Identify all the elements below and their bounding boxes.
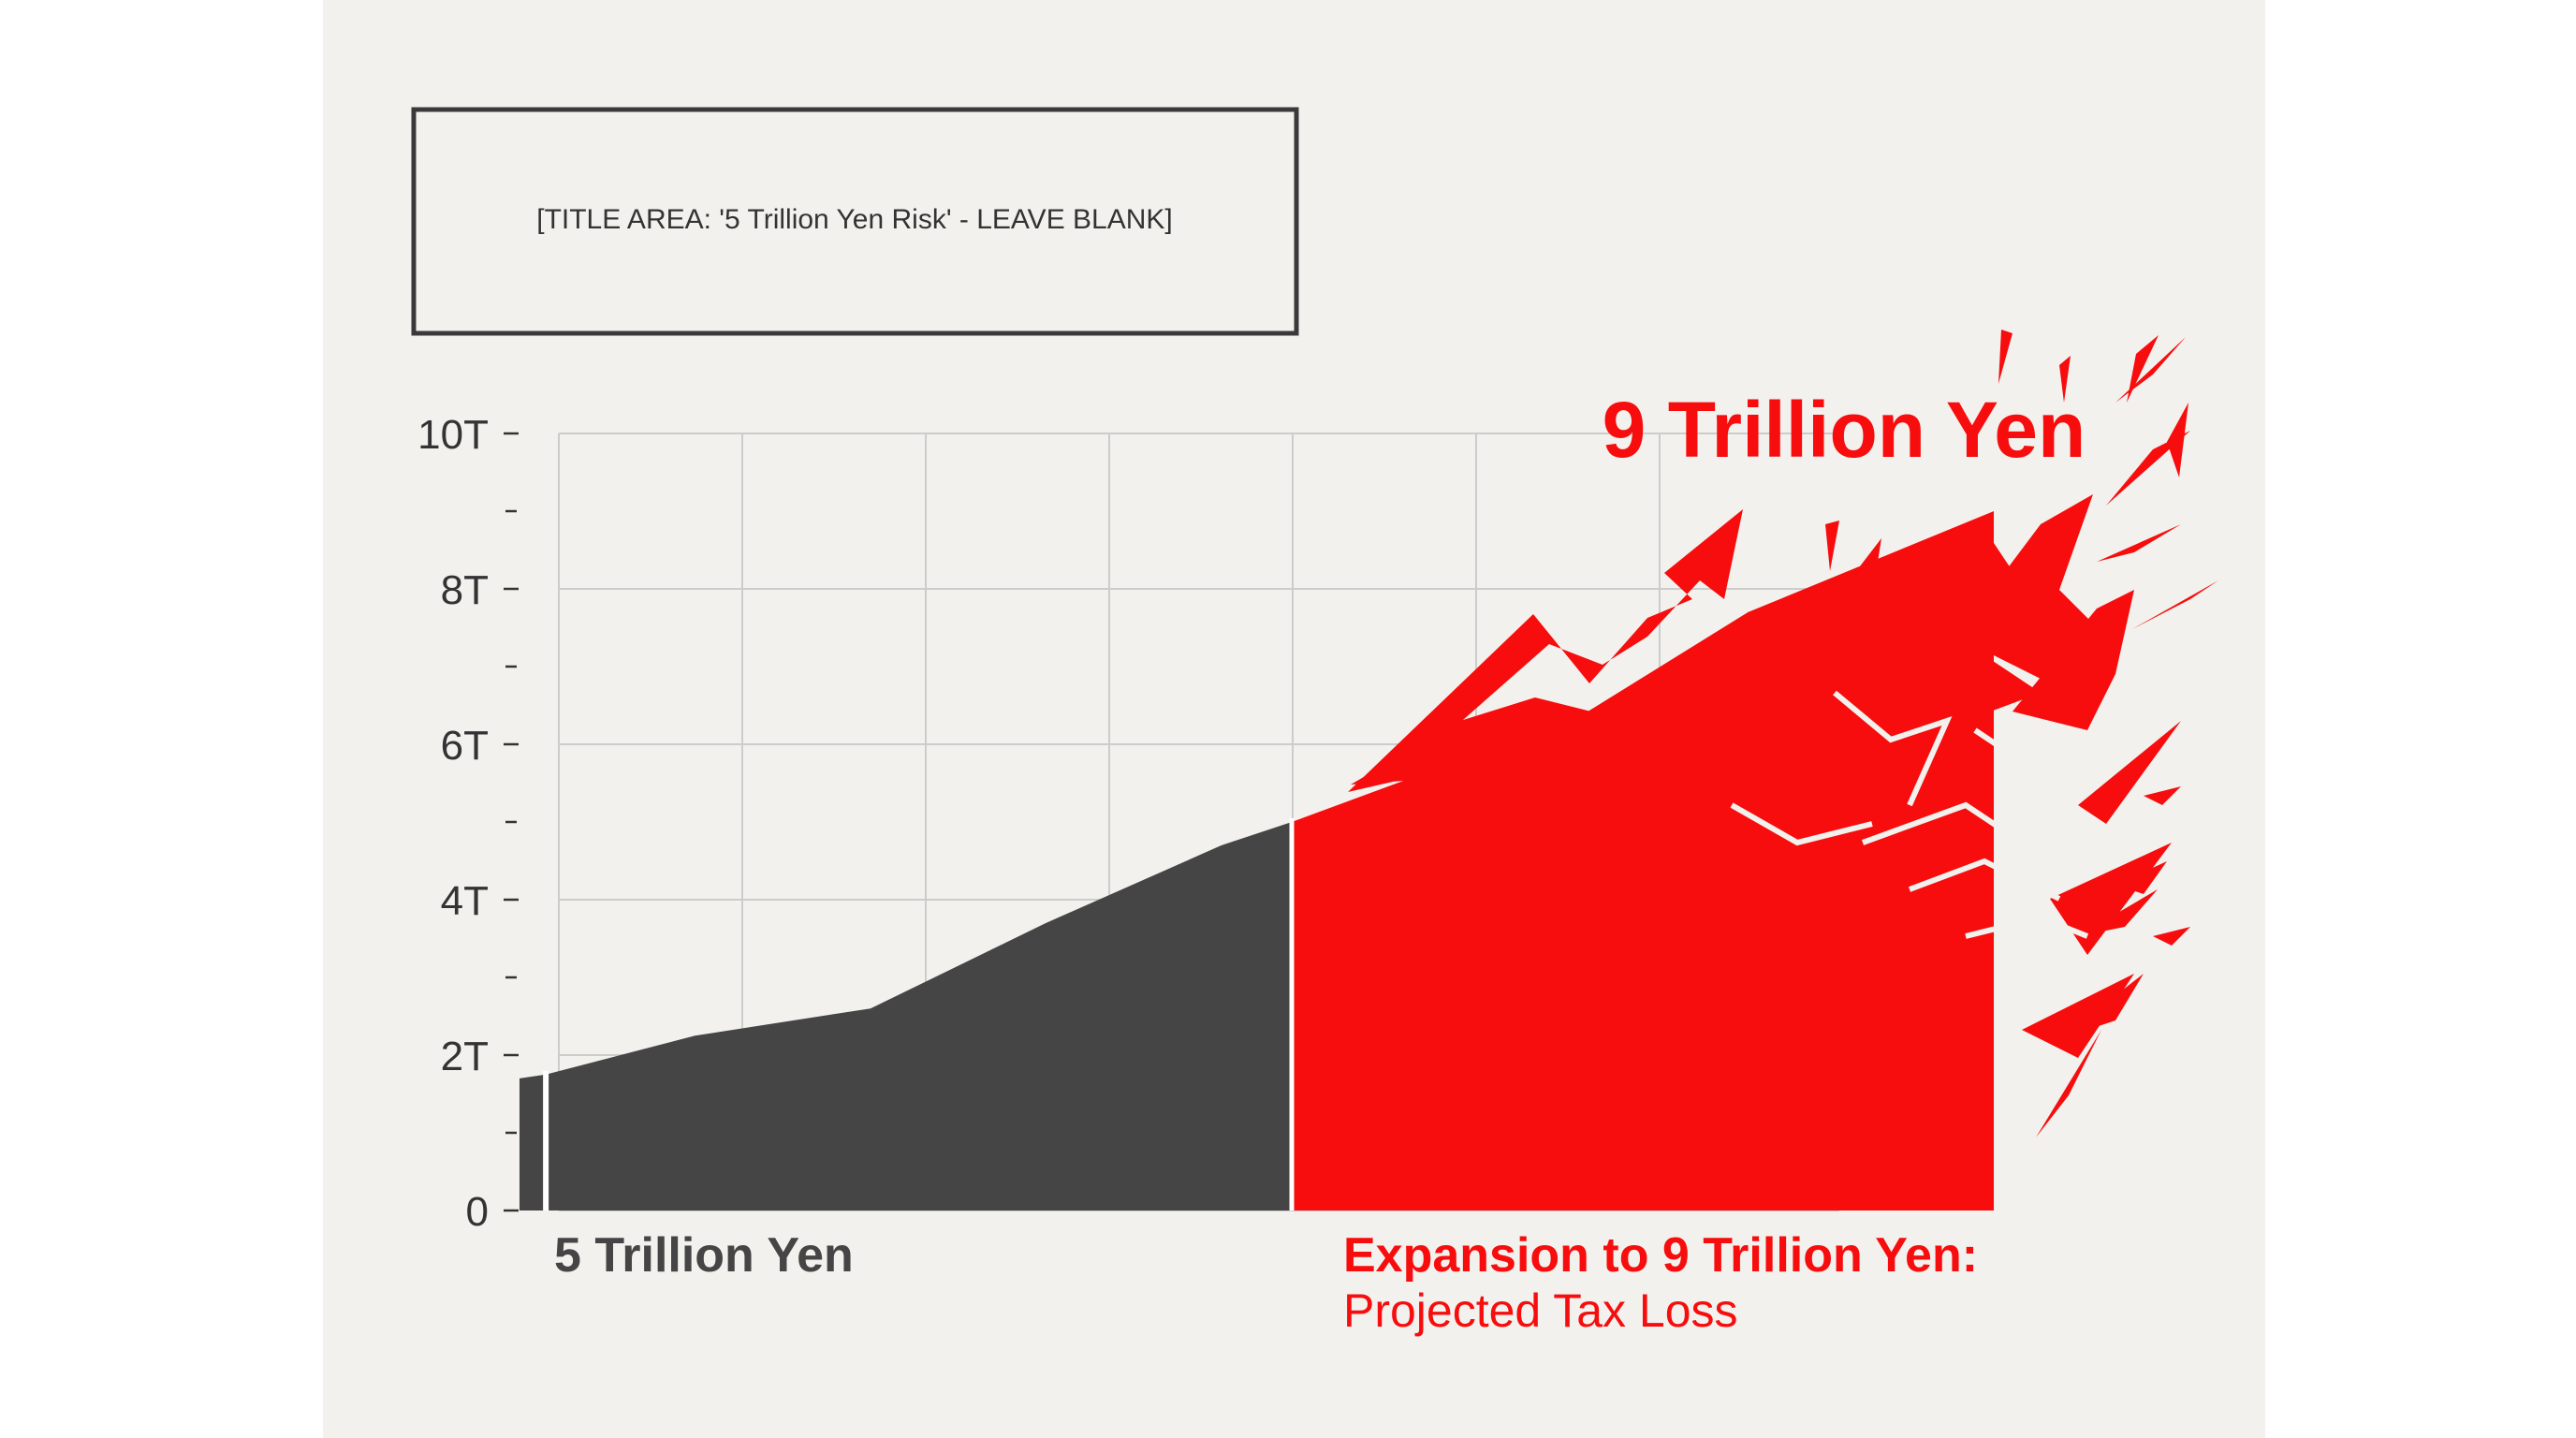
title-placeholder-text: [TITLE AREA: '5 Trillion Yen Risk' - LEA…: [536, 204, 1173, 235]
shard: [1351, 697, 1629, 785]
y-tick-label: 2T: [441, 1034, 489, 1079]
shard-spike: [2059, 974, 2144, 1039]
shard: [1760, 538, 1928, 777]
shard-crack: [1908, 858, 2061, 902]
shard-spike: [2106, 431, 2190, 506]
shard-spike: [1998, 330, 2012, 384]
shard-spike: [2115, 861, 2167, 894]
title-placeholder-box: [411, 107, 1299, 336]
current-area: [520, 822, 1292, 1211]
y-tick-label: 4T: [441, 878, 489, 924]
shard-spike: [2059, 356, 2071, 403]
shard-spike: [2115, 337, 2186, 403]
current-series-label: 5 Trillion Yen: [554, 1228, 854, 1283]
shard-crack: [1833, 690, 1953, 807]
title-area: [TITLE AREA: '5 Trillion Yen Risk' - LEA…: [411, 107, 1299, 336]
shard: [2012, 590, 2134, 730]
shard-spike: [2132, 580, 2218, 629]
y-tick-label: 8T: [441, 567, 489, 613]
shard-spike: [2097, 524, 2181, 562]
shard-crack: [1973, 727, 2035, 826]
shard-spike: [2078, 889, 2158, 936]
callout-label: 9 Trillion Yen: [1603, 386, 2086, 474]
y-tick-label: 0: [466, 1189, 489, 1235]
y-axis: 0 2T 4T 6T 8T 10T: [417, 412, 519, 1235]
shard: [2022, 974, 2134, 1058]
shard: [2078, 721, 2181, 824]
shard: [1591, 618, 1825, 796]
shard-spike: [2036, 1030, 2101, 1137]
explosion-shards: [1351, 330, 2218, 1137]
shard: [2050, 843, 2172, 955]
trend-arrow-icon: [1348, 509, 1743, 792]
shard-crack: [1965, 914, 2089, 939]
y-tick-label: 10T: [417, 412, 489, 458]
shard-crack: [1861, 774, 2090, 846]
y-tick-label: 6T: [441, 723, 489, 769]
shard: [1694, 749, 1807, 814]
expansion-series-label: Expansion to 9 Trillion Yen:: [1343, 1228, 1978, 1283]
shard-spike: [2144, 786, 2181, 805]
shard-spike: [1825, 521, 1839, 571]
shard-crack: [1730, 802, 1873, 846]
shard-spike: [2153, 927, 2190, 946]
expansion-series-sublabel: Projected Tax Loss: [1343, 1284, 1738, 1337]
